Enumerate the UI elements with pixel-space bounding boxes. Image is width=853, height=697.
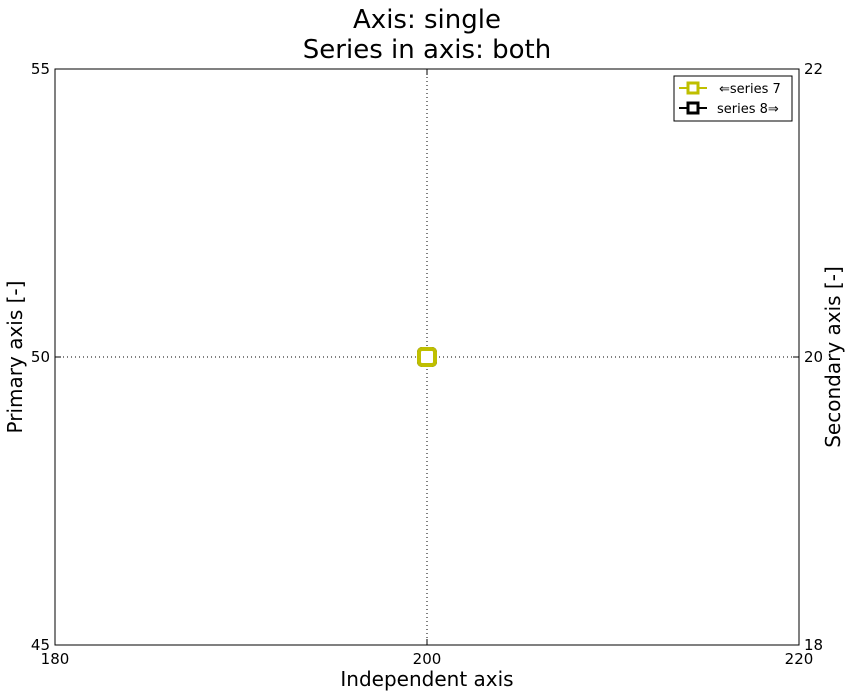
y-tick-label-50: 50 [31,348,50,366]
y-tick-label-55: 55 [31,60,50,78]
x-tick-label-180: 180 [41,650,70,668]
y-tick-label-45: 45 [31,636,50,654]
chart-title-line1: Axis: single [353,5,501,35]
y2-tick-label-22: 22 [804,60,823,78]
data-point-series-7 [417,347,437,367]
x-axis-label: Independent axis [340,667,513,691]
legend: ⇐series 7 series 8⇒ [673,75,793,122]
series-marks [417,347,437,367]
legend-marker-series-8 [686,101,700,115]
ticks [54,68,800,646]
x-tick-label-220: 220 [785,650,814,668]
legend-label-series-8: series 8⇒ [717,102,779,117]
y2-tick-label-18: 18 [804,636,823,654]
legend-label-series-7: ⇐series 7 [719,82,781,97]
legend-marker-series-7 [686,81,700,95]
y2-tick-label-20: 20 [804,348,823,366]
x-tick-label-200: 200 [413,650,442,668]
y2-axis-label: Secondary axis [-] [821,266,845,448]
chart-title-line2: Series in axis: both [303,35,551,65]
y-axis-label: Primary axis [-] [3,281,27,434]
